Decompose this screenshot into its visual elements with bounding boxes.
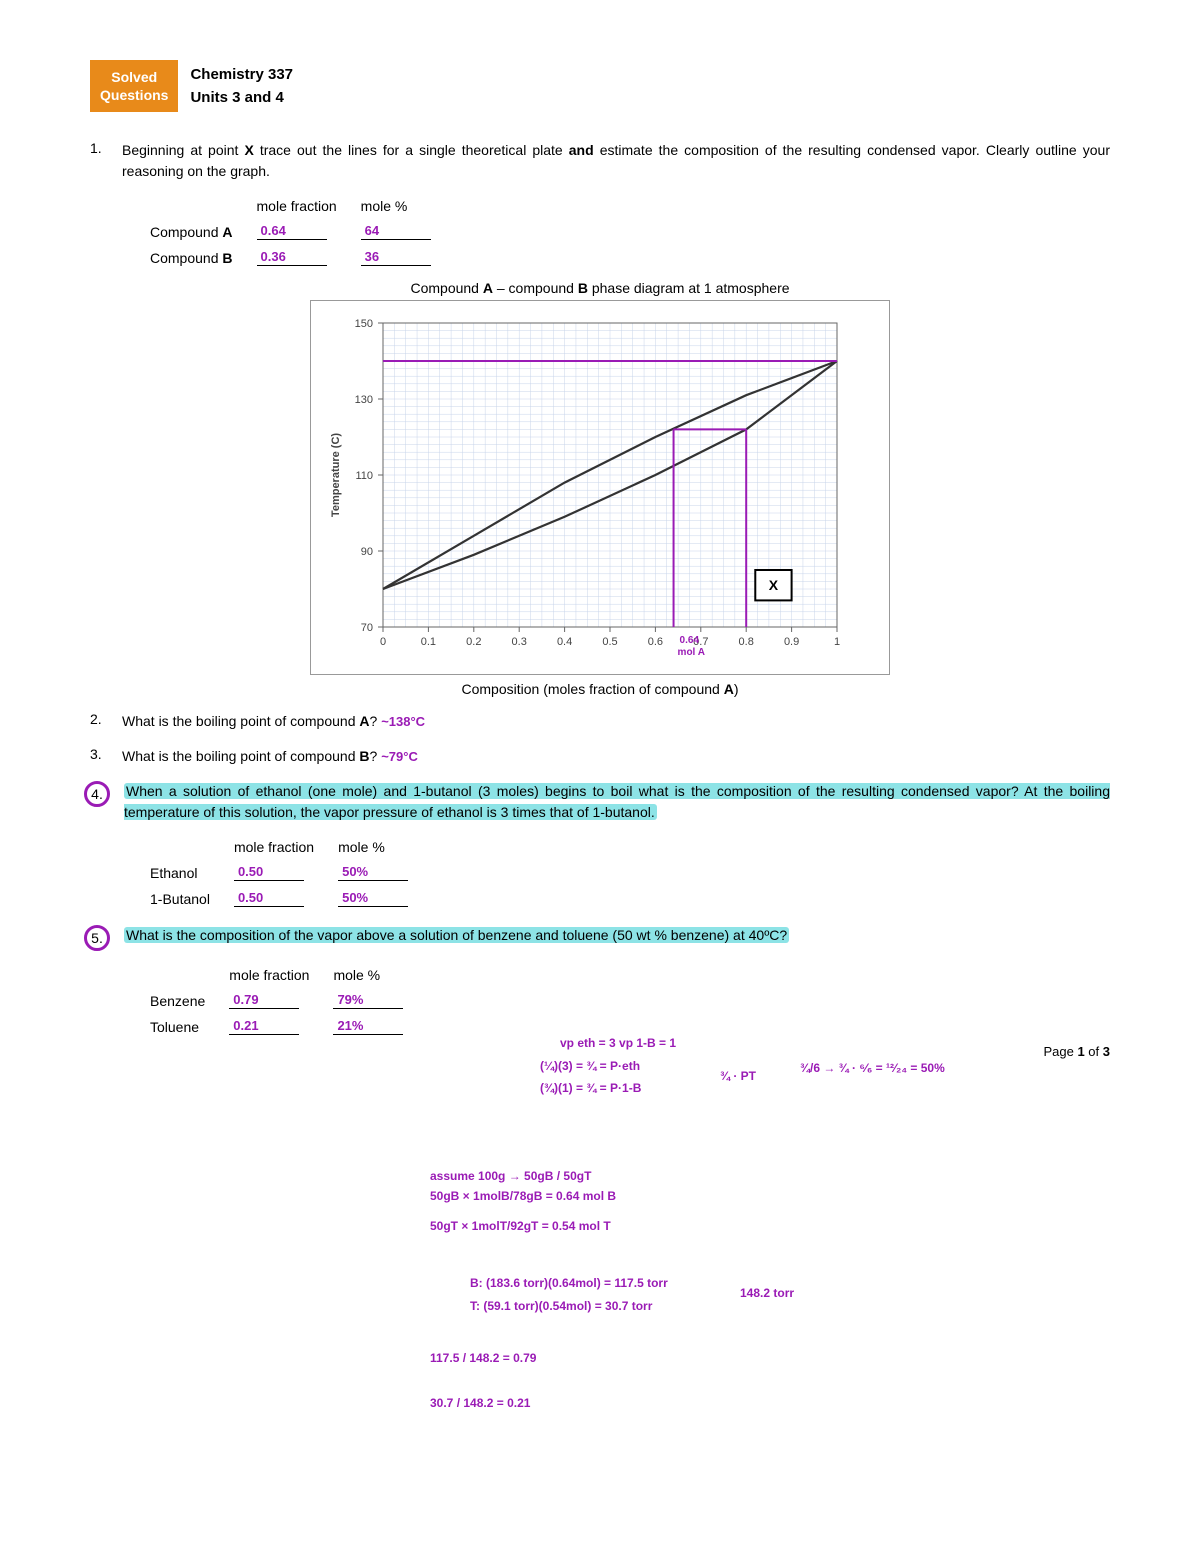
annot-q5-d1: 117.5 / 148.2 = 0.79 <box>430 1350 536 1367</box>
chart-caption: Composition (moles fraction of compound … <box>310 681 890 697</box>
svg-text:0.9: 0.9 <box>784 636 799 648</box>
q2-body: What is the boiling point of compound A?… <box>122 711 1110 732</box>
q5-answers-table: mole fraction mole % Benzene 0.79 79% To… <box>150 963 1110 1039</box>
svg-text:0: 0 <box>380 636 386 648</box>
solved-questions-badge: Solved Questions <box>90 60 178 112</box>
q4-answers-table: mole fraction mole % Ethanol 0.50 50% 1-… <box>150 835 1110 911</box>
col-mole-percent: mole % <box>361 194 455 218</box>
annot-q5-c3: 148.2 torr <box>740 1285 794 1302</box>
q3-num: 3. <box>90 746 108 762</box>
course-line1: Chemistry 337 <box>190 64 293 87</box>
annot-q4-3: (¾)(1) = ¾ = P·1-B <box>540 1080 641 1097</box>
annot-q5-c1: B: (183.6 torr)(0.64mol) = 117.5 torr <box>470 1275 668 1292</box>
svg-text:X: X <box>769 578 779 594</box>
course-line2: Units 3 and 4 <box>190 87 293 110</box>
phase-diagram: Compound A – compound B phase diagram at… <box>310 280 890 697</box>
svg-text:90: 90 <box>361 546 373 558</box>
badge-line2: Questions <box>100 86 168 104</box>
badge-line1: Solved <box>100 68 168 86</box>
q2-answer: ~138°C <box>381 714 425 729</box>
q2-num: 2. <box>90 711 108 727</box>
row-butanol: 1-Butanol 0.50 50% <box>150 885 432 911</box>
chart-title: Compound A – compound B phase diagram at… <box>310 280 890 296</box>
question-4: 4. When a solution of ethanol (one mole)… <box>90 781 1110 823</box>
question-5: 5. What is the composition of the vapor … <box>90 925 1110 951</box>
q4-highlight: When a solution of ethanol (one mole) an… <box>124 783 1110 820</box>
svg-text:0.5: 0.5 <box>602 636 617 648</box>
svg-text:0.2: 0.2 <box>466 636 481 648</box>
annot-q4-4: ¾ · PT <box>720 1068 756 1085</box>
q4-circle: 4. <box>84 781 110 807</box>
annot-q4-1: vp eth = 3 vp 1-B = 1 <box>560 1035 676 1052</box>
svg-text:0.3: 0.3 <box>512 636 527 648</box>
col-mole-fraction: mole fraction <box>257 194 361 218</box>
question-2: 2. What is the boiling point of compound… <box>90 711 1110 732</box>
page-header: Solved Questions Chemistry 337 Units 3 a… <box>90 60 1110 112</box>
chart-frame: 00.10.20.30.40.50.60.70.80.9170901101301… <box>310 300 890 675</box>
row-compound-b: Compound B 0.36 36 <box>150 244 455 270</box>
svg-text:150: 150 <box>355 318 373 330</box>
page-footer: Page 1 of 3 <box>1043 1044 1110 1059</box>
svg-text:0.4: 0.4 <box>557 636 572 648</box>
q1-body: Beginning at point X trace out the lines… <box>122 140 1110 182</box>
q5-highlight: What is the composition of the vapor abo… <box>124 927 789 943</box>
course-title: Chemistry 337 Units 3 and 4 <box>190 64 293 109</box>
svg-text:0.8: 0.8 <box>739 636 754 648</box>
question-1: 1. Beginning at point X trace out the li… <box>90 140 1110 182</box>
row-ethanol: Ethanol 0.50 50% <box>150 859 432 885</box>
annot-q5-d2: 30.7 / 148.2 = 0.21 <box>430 1395 530 1412</box>
q4-body: When a solution of ethanol (one mole) an… <box>124 781 1110 823</box>
row-benzene: Benzene 0.79 79% <box>150 987 427 1013</box>
chart-svg: 00.10.20.30.40.50.60.70.80.9170901101301… <box>321 307 861 667</box>
annot-q5-b2: 50gB × 1molB/78gB = 0.64 mol B <box>430 1188 616 1205</box>
row-compound-a: Compound A 0.64 64 <box>150 218 455 244</box>
annot-q4-5: ¾/6 → ¾ · ⁶⁄₆ = ¹²⁄₂₄ = 50% <box>800 1060 945 1077</box>
q1-num: 1. <box>90 140 108 156</box>
q5-circle: 5. <box>84 925 110 951</box>
annot-q5-c2: T: (59.1 torr)(0.54mol) = 30.7 torr <box>470 1298 652 1315</box>
q1-answers-table: mole fraction mole % Compound A 0.64 64 … <box>150 194 1110 270</box>
svg-text:0.1: 0.1 <box>421 636 436 648</box>
annot-q4-2: (¼)(3) = ¾ = P·eth <box>540 1058 640 1075</box>
q3-answer: ~79°C <box>381 749 418 764</box>
svg-text:130: 130 <box>355 394 373 406</box>
question-3: 3. What is the boiling point of compound… <box>90 746 1110 767</box>
svg-text:mol A: mol A <box>678 647 705 658</box>
q3-body: What is the boiling point of compound B?… <box>122 746 1110 767</box>
q5-body: What is the composition of the vapor abo… <box>124 925 1110 946</box>
svg-text:0.6: 0.6 <box>648 636 663 648</box>
svg-text:0.64: 0.64 <box>680 635 700 646</box>
svg-text:110: 110 <box>355 470 373 482</box>
row-toluene: Toluene 0.21 21% <box>150 1013 427 1039</box>
annot-q5-b1: assume 100g → 50gB / 50gT <box>430 1168 591 1185</box>
svg-text:70: 70 <box>361 622 373 634</box>
annot-q5-b3: 50gT × 1molT/92gT = 0.54 mol T <box>430 1218 611 1235</box>
svg-text:1: 1 <box>834 636 840 648</box>
svg-text:Temperature (C): Temperature (C) <box>330 433 342 517</box>
